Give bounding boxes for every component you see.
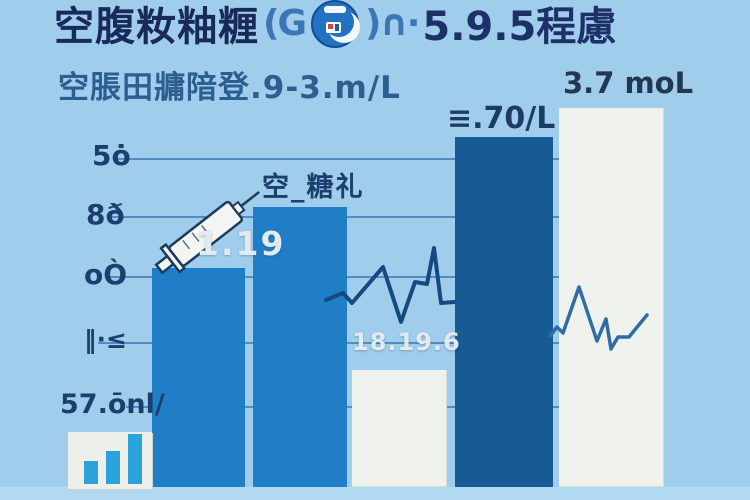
bar-3-value: 18.19.6 — [352, 328, 461, 356]
title-arc-suffix: )∩· — [365, 2, 420, 44]
mini-bar-chart-icon — [84, 461, 98, 484]
bar-1-value: 1.19 — [196, 224, 286, 263]
gridline — [113, 158, 661, 160]
mini-bar-chart-icon — [128, 434, 142, 484]
y-tick-label: 57.ōnl/ — [60, 389, 165, 420]
bar-5-white — [559, 108, 664, 487]
gridline — [98, 342, 661, 344]
bar-4-navy — [455, 137, 553, 487]
mini-bar-chart-icon — [106, 451, 120, 484]
gridline — [110, 216, 661, 218]
subtitle: 空脹田牅隌登.9-3.m/L — [58, 70, 401, 106]
page-title: 空腹籹粙糎 (G )∩· 5.9.5程慮 — [54, 0, 616, 52]
navy-bar-label: ≡.70/L — [447, 101, 556, 136]
bar-2-label: 空_糖礼 — [262, 172, 365, 203]
bottom-band — [0, 487, 750, 500]
title-arc-prefix: (G — [263, 2, 307, 44]
mini-bar-chart-card — [68, 432, 152, 489]
y-tick-label: ‖·≤ — [84, 325, 127, 354]
title-cjk-text: 空腹籹粙糎 — [54, 4, 259, 50]
y-tick-label: oÒ — [84, 258, 128, 291]
bar-1-blue — [152, 268, 245, 487]
y-tick-label: 5ȯ — [92, 139, 131, 172]
shield-globe-logo-icon — [311, 0, 361, 48]
title-number-text: 5.9.5程慮 — [422, 4, 617, 50]
bar-3-white — [352, 370, 447, 487]
y-tick-label: 8ð — [86, 198, 125, 231]
top-right-value: 3.7 moL — [563, 66, 694, 100]
